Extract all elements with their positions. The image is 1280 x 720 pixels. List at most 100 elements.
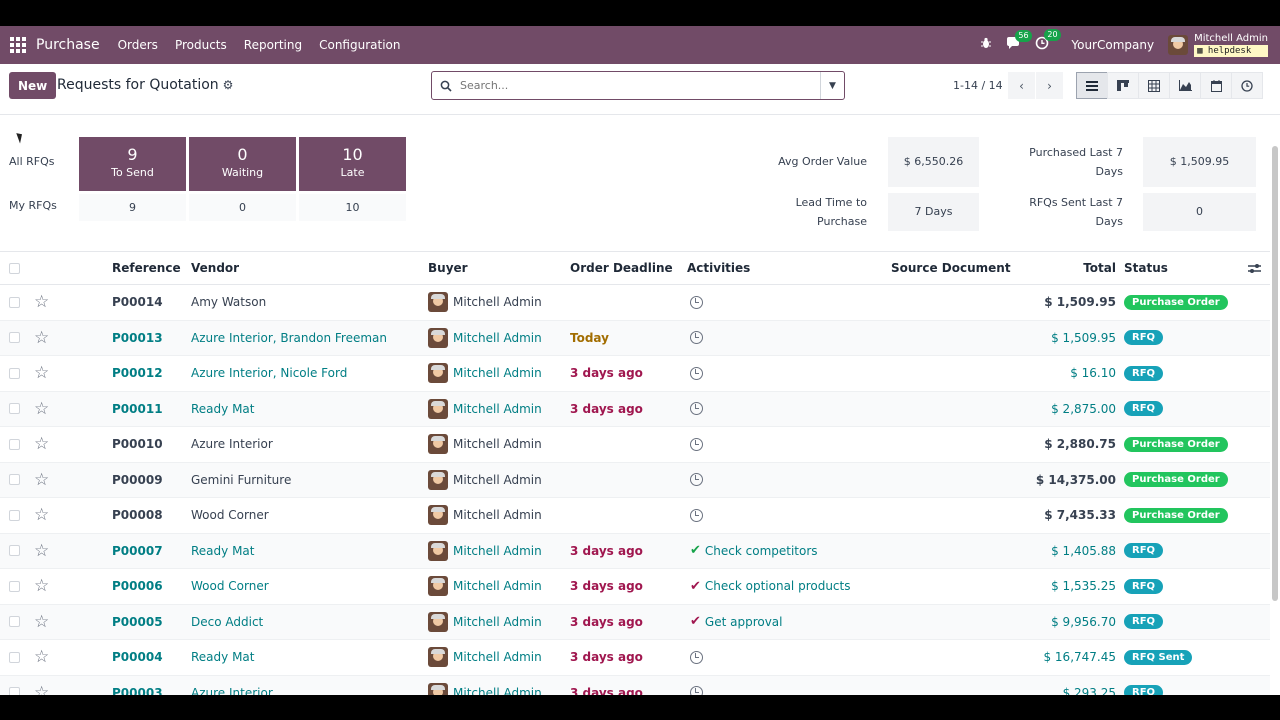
buyer-cell[interactable]: Mitchell Admin [453, 579, 542, 594]
vendor-cell[interactable]: Ready Mat [191, 543, 255, 558]
reference-cell[interactable]: P00014 [112, 295, 163, 310]
reference-cell[interactable]: P00003 [112, 685, 163, 695]
buyer-cell[interactable]: Mitchell Admin [453, 543, 542, 558]
activity-clock-icon[interactable] [690, 508, 703, 522]
table-row[interactable]: ☆ P00008 Wood Corner Mitchell Admin $ 7,435.… [0, 498, 1270, 534]
row-checkbox[interactable] [9, 438, 20, 450]
table-row[interactable]: ☆ P00005 Deco Addict Mitchell Admin 3 days a… [0, 604, 1270, 640]
reference-cell[interactable]: P00008 [112, 508, 163, 523]
table-row[interactable]: ☆ P00003 Azure Interior Mitchell Admin 3 day… [0, 675, 1270, 695]
table-row[interactable]: ☆ P00013 Azure Interior, Brandon Freeman Mi… [0, 320, 1270, 356]
messages-icon[interactable]: 56 [1006, 29, 1032, 54]
activity-summary[interactable]: Check optional products [704, 579, 851, 594]
priority-star-icon[interactable]: ☆ [34, 540, 50, 561]
reference-cell[interactable]: P00005 [112, 614, 163, 629]
table-row[interactable]: ☆ P00007 Ready Mat Mitchell Admin 3 days ago… [0, 533, 1270, 569]
activity-summary[interactable]: Check competitors [704, 543, 818, 558]
table-row[interactable]: ☆ P00004 Ready Mat Mitchell Admin 3 days ago… [0, 640, 1270, 676]
activities-clock-icon[interactable]: 20 [1035, 29, 1061, 54]
priority-star-icon[interactable]: ☆ [34, 505, 50, 526]
calendar-view-icon[interactable] [1200, 72, 1232, 99]
buyer-cell[interactable]: Mitchell Admin [453, 472, 542, 487]
menu-configuration[interactable]: Configuration [319, 38, 401, 52]
buyer-cell[interactable]: Mitchell Admin [453, 295, 542, 310]
gear-icon[interactable]: ⚙ [222, 78, 234, 92]
vendor-cell[interactable]: Gemini Furniture [191, 472, 292, 487]
buyer-cell[interactable]: Mitchell Admin [453, 508, 542, 523]
activity-clock-icon[interactable] [690, 473, 703, 487]
my-waiting[interactable]: 0 [189, 194, 296, 221]
vertical-scrollbar[interactable] [1272, 146, 1278, 601]
reference-cell[interactable]: P00007 [112, 543, 163, 558]
activity-clock-icon[interactable] [690, 686, 703, 695]
activity-clock-icon[interactable] [690, 402, 703, 416]
reference-cell[interactable]: P00013 [112, 330, 163, 345]
activity-view-clock-icon[interactable] [1231, 72, 1263, 99]
column-buyer[interactable]: Buyer [428, 261, 468, 275]
row-checkbox[interactable] [9, 367, 20, 379]
column-activities[interactable]: Activities [687, 261, 751, 275]
row-checkbox[interactable] [9, 687, 20, 695]
column-vendor[interactable]: Vendor [191, 261, 240, 275]
vendor-cell[interactable]: Amy Watson [191, 295, 267, 310]
row-checkbox[interactable] [9, 332, 20, 344]
reference-cell[interactable]: P00009 [112, 472, 163, 487]
select-all-checkbox[interactable] [9, 262, 20, 274]
row-checkbox[interactable] [9, 296, 20, 308]
buyer-cell[interactable]: Mitchell Admin [453, 614, 542, 629]
company-switcher[interactable]: YourCompany [1071, 38, 1155, 52]
user-menu[interactable]: Mitchell Admin ▦ helpdesk [1168, 33, 1268, 57]
menu-reporting[interactable]: Reporting [243, 38, 303, 52]
buyer-cell[interactable]: Mitchell Admin [453, 366, 542, 381]
app-name[interactable]: Purchase [36, 37, 100, 53]
column-order-deadline[interactable]: Order Deadline [570, 261, 673, 275]
graph-view-icon[interactable] [1169, 72, 1201, 99]
tile-waiting[interactable]: 0 Waiting [189, 137, 296, 191]
pivot-view-icon[interactable] [1138, 72, 1170, 99]
search-input[interactable] [460, 79, 820, 92]
priority-star-icon[interactable]: ☆ [34, 611, 50, 632]
activity-clock-icon[interactable] [690, 295, 703, 309]
kanban-view-icon[interactable] [1107, 72, 1139, 99]
vendor-cell[interactable]: Azure Interior, Brandon Freeman [191, 330, 388, 345]
table-row[interactable]: ☆ P00006 Wood Corner Mitchell Admin 3 days a… [0, 569, 1270, 605]
buyer-cell[interactable]: Mitchell Admin [453, 330, 542, 345]
buyer-cell[interactable]: Mitchell Admin [453, 650, 542, 665]
row-checkbox[interactable] [9, 616, 20, 628]
table-row[interactable]: ☆ P00011 Ready Mat Mitchell Admin 3 days ago… [0, 391, 1270, 427]
priority-star-icon[interactable]: ☆ [34, 292, 50, 313]
reference-cell[interactable]: P00004 [112, 650, 163, 665]
row-checkbox[interactable] [9, 474, 20, 486]
priority-star-icon[interactable]: ☆ [34, 363, 50, 384]
priority-star-icon[interactable]: ☆ [34, 327, 50, 348]
vendor-cell[interactable]: Wood Corner [191, 579, 269, 594]
apps-grid-icon[interactable] [10, 37, 26, 53]
row-checkbox[interactable] [9, 580, 20, 592]
row-checkbox[interactable] [9, 509, 20, 521]
table-row[interactable]: ☆ P00014 Amy Watson Mitchell Admin $ 1,509.9… [0, 285, 1270, 321]
priority-star-icon[interactable]: ☆ [34, 647, 50, 668]
row-checkbox[interactable] [9, 651, 20, 663]
row-checkbox[interactable] [9, 545, 20, 557]
pager-previous-chevron-left-icon[interactable]: ‹ [1008, 72, 1035, 99]
vendor-cell[interactable]: Ready Mat [191, 401, 255, 416]
column-status[interactable]: Status [1124, 261, 1168, 275]
activity-clock-icon[interactable] [690, 437, 703, 451]
priority-star-icon[interactable]: ☆ [34, 398, 50, 419]
search-options-chevron-down-icon[interactable]: ▼ [820, 72, 844, 99]
my-late[interactable]: 10 [299, 194, 406, 221]
tile-to-send[interactable]: 9 To Send [79, 137, 186, 191]
buyer-cell[interactable]: Mitchell Admin [453, 401, 542, 416]
reference-cell[interactable]: P00006 [112, 579, 163, 594]
my-to-send[interactable]: 9 [79, 194, 186, 221]
debug-bug-icon[interactable] [980, 37, 992, 53]
pager-value[interactable]: 1-14 / 14 [953, 79, 1003, 92]
activity-clock-icon[interactable] [690, 331, 703, 345]
column-source-document[interactable]: Source Document [891, 261, 1011, 275]
vendor-cell[interactable]: Deco Addict [191, 614, 264, 629]
activity-clock-icon[interactable] [690, 366, 703, 380]
table-row[interactable]: ☆ P00012 Azure Interior, Nicole Ford Mitche… [0, 356, 1270, 392]
priority-star-icon[interactable]: ☆ [34, 434, 50, 455]
buyer-cell[interactable]: Mitchell Admin [453, 685, 542, 695]
list-view-icon[interactable] [1076, 72, 1108, 99]
